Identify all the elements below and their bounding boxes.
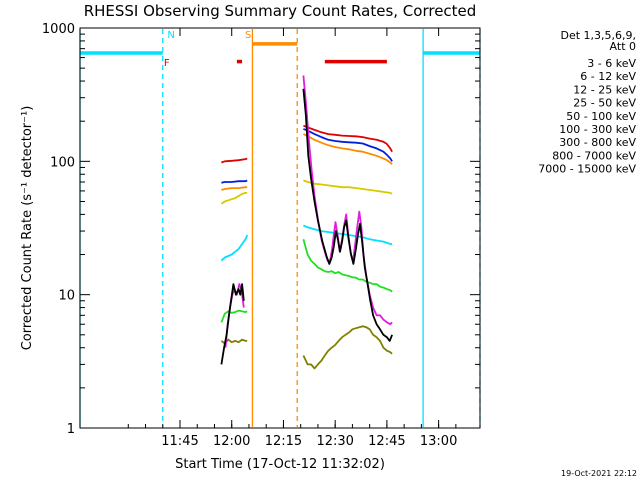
legend-entry-1: 6 - 12 keV <box>580 70 636 83</box>
legend-entry-5: 100 - 300 keV <box>559 123 636 136</box>
series-6-segment-0 <box>221 179 248 184</box>
series-8-segment-1 <box>302 325 393 370</box>
legend-entry-0: 3 - 6 keV <box>587 57 636 70</box>
chart-title: RHESSI Observing Summary Count Rates, Co… <box>84 2 477 20</box>
legend-entry-2: 12 - 25 keV <box>573 83 636 96</box>
x-tick-label-1: 12:00 <box>213 434 250 449</box>
series-3-segment-0 <box>220 234 249 262</box>
x-tick-label-5: 13:00 <box>420 434 457 449</box>
x-tick-label-2: 12:15 <box>265 434 302 449</box>
y-axis: 1 10 100 1000 <box>42 22 480 437</box>
timestamp: 19-Oct-2021 22:12 <box>561 469 637 478</box>
x-axis: 11:45 12:00 12:15 12:30 12:45 13:00 <box>127 28 457 449</box>
legend-header-0: Det 1,3,5,6,9, <box>560 29 636 42</box>
y-tick-label-1: 10 <box>58 289 75 304</box>
x-tick-label-3: 12:30 <box>316 434 353 449</box>
series-0-segment-0 <box>220 283 245 365</box>
series-5-segment-0 <box>221 157 248 164</box>
legend-header-1: Att 0 <box>610 40 636 53</box>
flag-label-f: F <box>164 58 170 69</box>
x-tick-label-0: 11:45 <box>161 434 198 449</box>
series-2-segment-0 <box>220 309 248 323</box>
series-4-segment-1 <box>303 179 393 195</box>
y-tick-label-3: 1000 <box>42 22 75 37</box>
series-0-segment-1 <box>302 88 393 342</box>
y-axis-label: Corrected Count Rate (s⁻¹ detector⁻¹) <box>20 106 35 351</box>
series-7-segment-1 <box>303 133 393 165</box>
flag-label-n: N <box>167 30 174 41</box>
legend-entry-7: 800 - 7000 keV <box>552 149 636 162</box>
y-tick-label-2: 100 <box>50 155 75 170</box>
plot-frame <box>79 27 481 429</box>
x-tick-label-4: 12:45 <box>368 434 405 449</box>
series-5-segment-1 <box>303 124 393 153</box>
legend-entry-8: 7000 - 15000 keV <box>538 163 636 176</box>
legend-entry-4: 50 - 100 keV <box>566 110 636 123</box>
y-tick-label-0: 1 <box>67 422 75 437</box>
series-6-segment-1 <box>303 128 393 162</box>
series-4-segment-0 <box>220 191 248 205</box>
series-2-segment-1 <box>302 239 393 293</box>
legend-entry-6: 300 - 800 keV <box>559 136 636 149</box>
legend-entry-3: 25 - 50 keV <box>573 97 636 110</box>
series-7-segment-0 <box>221 186 248 191</box>
flag-label-s: S <box>245 30 251 41</box>
x-axis-label: Start Time (17-Oct-12 11:32:02) <box>175 457 385 472</box>
